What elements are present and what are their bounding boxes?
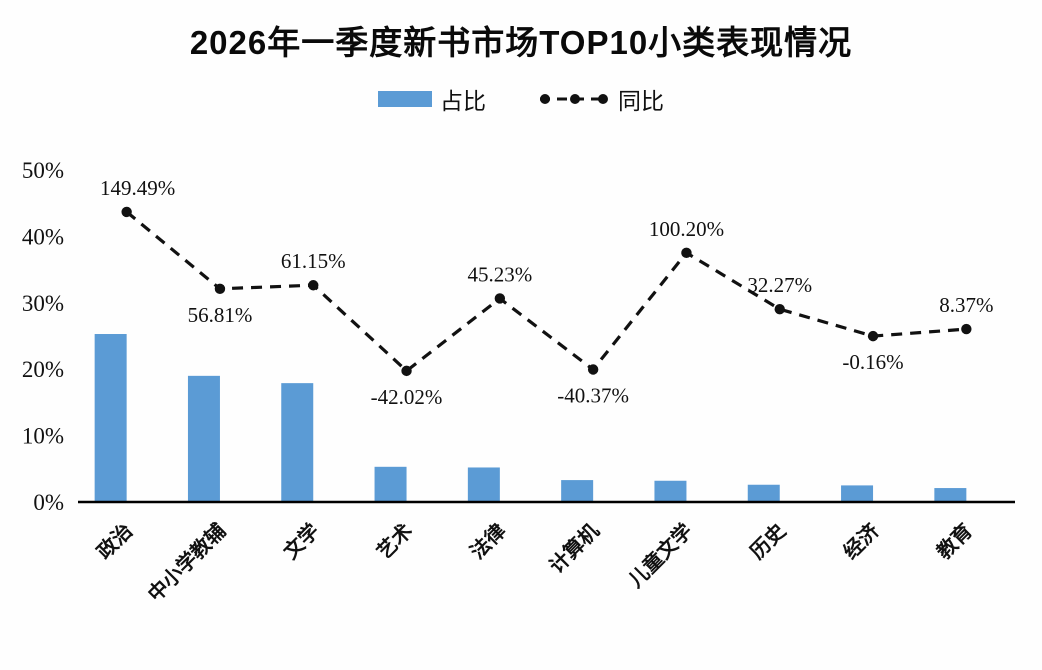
x-category-label-计算机: 计算机 xyxy=(544,519,603,578)
x-category-label-历史: 历史 xyxy=(746,519,791,564)
bar-中小学教辅 xyxy=(187,375,220,502)
y-tick-label: 10% xyxy=(22,424,64,449)
legend-item-bar-series: 占比 xyxy=(378,82,486,116)
line-marker-中小学教辅 xyxy=(214,283,226,295)
line-data-label: 32.27% xyxy=(747,273,812,297)
x-category-label-法律: 法律 xyxy=(465,519,510,564)
y-tick-label: 0% xyxy=(33,490,64,515)
legend-item-line-series: 同比 xyxy=(538,82,664,116)
bar-文学 xyxy=(281,383,314,502)
y-tick-label: 20% xyxy=(22,357,64,382)
y-tick-label: 30% xyxy=(22,291,64,316)
x-category-label-中小学教辅: 中小学教辅 xyxy=(143,519,231,607)
legend: 占比 同比 xyxy=(0,82,1042,116)
line-data-label: 61.15% xyxy=(281,249,346,273)
x-category-label-文学: 文学 xyxy=(279,519,324,564)
chart-title: 2026年一季度新书市场TOP10小类表现情况 xyxy=(189,24,853,61)
bar-历史 xyxy=(747,484,780,502)
line-marker-经济 xyxy=(867,330,879,342)
x-category-label-政治: 政治 xyxy=(92,519,137,564)
bar-计算机 xyxy=(561,480,594,502)
line-data-label: -0.16% xyxy=(842,350,903,374)
bar-教育 xyxy=(934,488,967,502)
dashed-line-symbol xyxy=(540,94,608,104)
bar-政治 xyxy=(94,334,127,502)
bar-艺术 xyxy=(374,466,407,502)
legend-label-bar: 占比 xyxy=(440,88,486,114)
y-tick-label: 40% xyxy=(22,224,64,249)
bar-儿童文学 xyxy=(654,480,687,502)
line-marker-政治 xyxy=(121,206,132,218)
line-data-label: 45.23% xyxy=(467,262,532,286)
line-data-label: 56.81% xyxy=(188,303,253,327)
line-marker-法律 xyxy=(494,293,506,304)
line-marker-历史 xyxy=(774,304,785,315)
line-data-label: 149.49% xyxy=(100,176,175,200)
y-tick-label: 50% xyxy=(22,158,64,183)
line-marker-教育 xyxy=(961,323,972,335)
legend-label-line: 同比 xyxy=(618,88,664,114)
bar-法律 xyxy=(467,467,500,502)
line-data-label: -40.37% xyxy=(557,384,629,408)
line-data-label: -42.02% xyxy=(371,385,443,409)
line-data-label: 8.37% xyxy=(939,293,993,317)
line-series-path xyxy=(125,210,967,373)
x-category-label-教育: 教育 xyxy=(932,519,977,564)
bar-series-swatch xyxy=(378,91,432,107)
x-category-label-经济: 经济 xyxy=(838,518,884,564)
line-marker-文学 xyxy=(308,280,319,291)
x-category-label-艺术: 艺术 xyxy=(372,519,417,564)
x-category-label-儿童文学: 儿童文学 xyxy=(623,519,697,593)
bar-经济 xyxy=(841,485,874,502)
line-marker-儿童文学 xyxy=(681,247,692,259)
line-marker-艺术 xyxy=(401,365,412,377)
line-data-label: 100.20% xyxy=(649,217,724,241)
line-marker-计算机 xyxy=(587,364,599,375)
